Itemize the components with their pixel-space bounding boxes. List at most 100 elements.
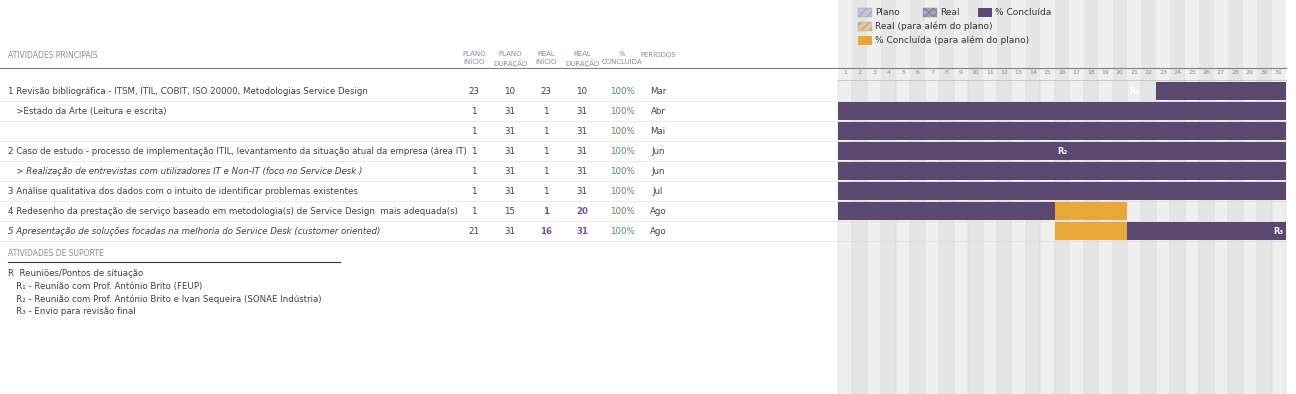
Text: 18: 18 [1087,69,1095,74]
Text: 20: 20 [575,206,588,216]
Text: 16: 16 [1058,69,1065,74]
Bar [839,182,1286,200]
Bar [853,0,867,394]
Bar [978,8,991,17]
Text: 30: 30 [1261,69,1269,74]
Text: 11: 11 [986,69,994,74]
Text: R₂ - Reunião com Prof. António Brito e Ivan Sequeira (SONAE Indústria): R₂ - Reunião com Prof. António Brito e I… [8,294,321,304]
Bar [1083,0,1098,394]
Text: 10: 10 [972,69,980,74]
Text: 31: 31 [504,106,516,115]
Bar [896,0,910,394]
Text: 8: 8 [945,69,949,74]
Text: 100%: 100% [609,186,634,195]
Text: 21: 21 [468,227,480,236]
Text: PLANO
INÍCIO: PLANO INÍCIO [463,51,486,65]
Text: 28: 28 [1231,69,1239,74]
Text: %
CONCLUÍDA: % CONCLUÍDA [601,51,643,65]
Text: 31: 31 [1275,69,1283,74]
Text: 23: 23 [468,87,480,95]
Text: 100%: 100% [609,206,634,216]
Text: 15: 15 [1043,69,1051,74]
Text: > Realização de entrevistas com utilizadores IT e Non-IT (foco no Service Desk ): > Realização de entrevistas com utilizad… [8,167,363,175]
Text: R  Reuniões/Pontos de situação: R Reuniões/Pontos de situação [8,268,144,277]
Text: 12: 12 [1001,69,1008,74]
Text: 14: 14 [1029,69,1037,74]
Text: R₃: R₃ [1274,227,1283,236]
Text: R₃ - Envio para revisão final: R₃ - Envio para revisão final [8,307,136,316]
Text: Real: Real [940,8,959,17]
Bar [839,142,1286,160]
Text: 23: 23 [540,87,552,95]
Bar [1069,0,1083,394]
Text: 100%: 100% [609,227,634,236]
Text: % Concluída (para além do plano): % Concluída (para além do plano) [875,36,1029,45]
Bar [1229,0,1243,394]
Bar [1214,0,1229,394]
Bar [839,162,1286,180]
Text: 3: 3 [872,69,876,74]
Bar [1257,0,1271,394]
Bar [968,0,982,394]
Bar [867,0,881,394]
Text: 15: 15 [504,206,516,216]
Text: 31: 31 [504,186,516,195]
Text: 22: 22 [1144,69,1152,74]
Bar [1055,202,1128,220]
Bar [1199,0,1214,394]
Bar [839,202,1055,220]
Bar [954,0,968,394]
Text: Ago: Ago [649,206,666,216]
Bar [1128,0,1142,394]
Text: Ago: Ago [649,227,666,236]
Text: 1: 1 [472,206,477,216]
Text: 4: 4 [886,69,890,74]
Text: Plano: Plano [875,8,899,17]
Text: 27: 27 [1217,69,1225,74]
Text: 26: 26 [1203,69,1210,74]
Text: 1: 1 [844,69,848,74]
Bar [1098,0,1112,394]
Bar [839,102,1286,120]
Bar [1026,0,1041,394]
Text: 10: 10 [577,87,587,95]
Text: 9: 9 [959,69,963,74]
Bar [982,0,997,394]
Text: R₁ - Reunião com Prof. António Brito (FEUP): R₁ - Reunião com Prof. António Brito (FE… [8,281,202,290]
Bar [997,0,1011,394]
Text: Jun: Jun [652,167,665,175]
Bar [1055,222,1128,240]
Text: 100%: 100% [609,87,634,95]
Bar [1185,0,1199,394]
Text: R₂: R₂ [1056,147,1067,156]
Text: Mar: Mar [649,87,666,95]
Text: 5 Apresentação de soluções focadas na melhoria do Service Desk (customer oriente: 5 Apresentação de soluções focadas na me… [8,227,380,236]
Text: R₁: R₁ [1129,87,1139,95]
Bar [925,0,940,394]
Bar [1271,0,1286,394]
Text: >Estado da Arte (Leitura e escrita): >Estado da Arte (Leitura e escrita) [8,106,166,115]
Text: 31: 31 [504,126,516,136]
Text: 1: 1 [543,186,548,195]
Text: 1: 1 [472,147,477,156]
Text: 25: 25 [1188,69,1196,74]
Bar [839,122,1286,140]
Text: REAL
INÍCIO: REAL INÍCIO [535,51,557,65]
Bar [1156,0,1170,394]
Text: 29: 29 [1245,69,1253,74]
Text: 31: 31 [577,186,587,195]
Text: 6: 6 [915,69,919,74]
Bar [858,22,872,31]
Text: Mai: Mai [651,126,666,136]
Text: 19: 19 [1102,69,1109,74]
Text: 1: 1 [543,126,548,136]
Text: 1: 1 [543,147,548,156]
Text: 1: 1 [472,186,477,195]
Bar [1011,0,1026,394]
Text: 24: 24 [1174,69,1182,74]
Text: 31: 31 [577,126,587,136]
Text: REAL
DURAÇÃO: REAL DURAÇÃO [565,51,599,67]
Bar [910,0,925,394]
Text: 10: 10 [504,87,516,95]
Text: Abr: Abr [651,106,665,115]
